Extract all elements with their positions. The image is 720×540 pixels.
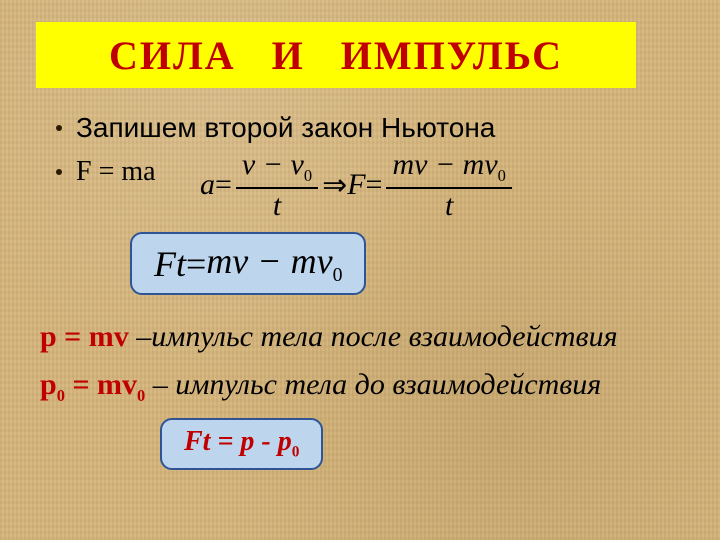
definition-p0: p0 = mv0 – импульс тела до взаимодействи… (40, 368, 601, 406)
def-p0-rest: – импульс тела до взаимодействия (153, 368, 601, 401)
var-F: F (347, 168, 365, 202)
bullet-dot (56, 125, 62, 131)
title-band: СИЛА И ИМПУЛЬС (36, 22, 636, 88)
frac1-den: t (267, 189, 287, 221)
boxed-formula-2: Ft = p - p0 (160, 418, 323, 470)
bullet-1: Запишем второй закон Ньютона (56, 112, 495, 144)
boxed-formula-1: Ft = mv − mv0 (130, 232, 366, 295)
box2-text: Ft = p - p0 (184, 426, 299, 462)
frac2-num: mv − mv0 (392, 148, 505, 181)
equals: = (215, 168, 232, 202)
definition-p: p = mv –импульс тела после взаимодействи… (40, 320, 618, 354)
equals: = (366, 168, 383, 202)
box1-eq: = (186, 243, 206, 285)
bullet-1-text: Запишем второй закон Ньютона (76, 112, 495, 144)
def-p0-lead: p0 = mv0 (40, 368, 153, 401)
implies-arrow: ⇒ (322, 168, 347, 203)
frac1-num: v − v0 (242, 148, 312, 181)
box1-rhs: mv − mv0 (206, 240, 342, 287)
bullet-2-text: F = ma (76, 156, 156, 188)
equation-row: a = v − v0 t ⇒ F = mv − mv0 t (200, 150, 516, 221)
def-p-lead: p = mv (40, 320, 129, 353)
fraction-2: mv − mv0 t (386, 150, 511, 221)
bullet-dot (56, 169, 62, 175)
def-p-rest: –импульс тела после взаимодействия (129, 320, 618, 353)
var-a: a (200, 168, 215, 202)
slide-title: СИЛА И ИМПУЛЬС (109, 32, 563, 79)
bullet-2: F = ma (56, 156, 156, 188)
frac2-den: t (439, 189, 459, 221)
box1-lhs: Ft (154, 243, 186, 285)
fraction-1: v − v0 t (236, 150, 318, 221)
